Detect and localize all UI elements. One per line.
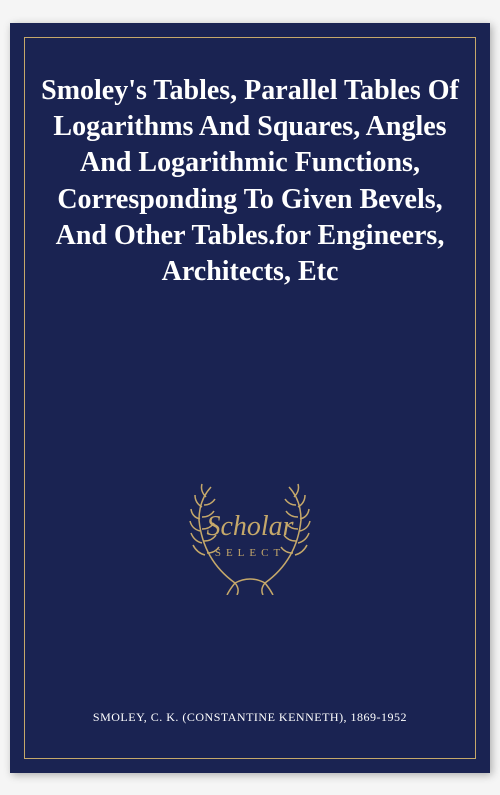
decorative-border — [24, 37, 476, 759]
publisher-emblem: Scholar SELECT — [185, 475, 315, 595]
author-line: SMOLEY, C. K. (CONSTANTINE KENNETH), 186… — [10, 710, 490, 725]
laurel-icon: Scholar SELECT — [185, 475, 315, 595]
publisher-brand: Scholar — [185, 513, 315, 541]
book-cover: Smoley's Tables, Parallel Tables Of Loga… — [10, 23, 490, 773]
publisher-subtext: SELECT — [185, 547, 315, 559]
